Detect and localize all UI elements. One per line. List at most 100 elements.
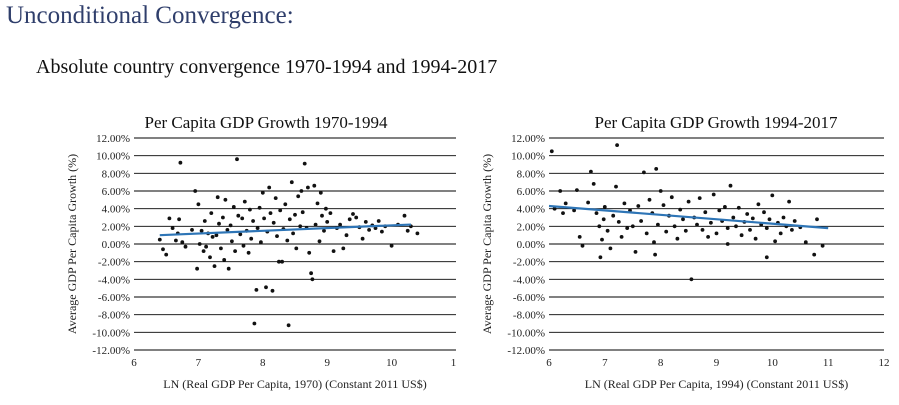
data-point [225, 228, 230, 232]
data-point [285, 238, 290, 243]
y-tick-label: 2.00% [102, 221, 130, 233]
data-point [230, 239, 234, 244]
data-point [347, 217, 352, 222]
data-point [259, 240, 263, 245]
data-point [717, 208, 722, 213]
data-point [376, 219, 381, 223]
data-point [589, 169, 593, 174]
data-point [193, 189, 198, 193]
data-point [672, 224, 677, 229]
data-point [309, 271, 313, 276]
data-point [552, 206, 557, 211]
data-point [331, 249, 336, 254]
data-point [233, 249, 238, 254]
x-axis-label: LN (Real GDP Per Capita, 1970) (Constant… [163, 377, 426, 391]
data-point [242, 199, 247, 204]
data-point [706, 235, 710, 239]
data-point [312, 183, 317, 188]
data-point [324, 206, 328, 211]
data-point [341, 246, 346, 251]
data-point [315, 201, 320, 206]
x-axis-label: LN (Real GDP Per Capita, 1994) (Constant… [585, 377, 848, 391]
data-point [591, 182, 596, 186]
data-point [199, 228, 204, 233]
data-point [325, 220, 330, 224]
data-point [644, 231, 649, 236]
x-tick-label: 11 [823, 357, 834, 369]
data-point [174, 238, 178, 243]
x-tick-label: 6 [546, 357, 552, 369]
data-point [238, 232, 243, 237]
data-point [302, 161, 307, 166]
data-point [586, 200, 590, 205]
data-point [338, 222, 342, 227]
data-point [681, 217, 685, 222]
x-tick-label: 9 [324, 357, 330, 369]
data-point [367, 228, 371, 232]
data-point [268, 211, 273, 215]
data-point [157, 237, 162, 242]
data-point [164, 252, 169, 257]
data-point [736, 205, 741, 210]
data-point [306, 185, 310, 190]
data-point [278, 208, 283, 213]
data-point [287, 217, 292, 222]
data-point [594, 211, 599, 215]
data-point [714, 231, 719, 236]
x-tick-label: 12 [879, 357, 890, 369]
data-point [317, 239, 322, 244]
data-point [351, 212, 355, 216]
y-tick-label: 12.00% [96, 133, 130, 145]
data-point [318, 190, 323, 195]
y-axis-label: Average GDP Per Capita Growth (%) [65, 154, 79, 334]
y-tick-label: 8.00% [517, 168, 545, 180]
x-tick-label: 8 [260, 357, 266, 369]
data-point [577, 235, 582, 239]
data-point [633, 250, 638, 254]
data-point [202, 219, 207, 223]
data-point [608, 246, 613, 251]
data-point [689, 277, 694, 282]
data-point [221, 215, 225, 220]
data-point [405, 228, 410, 233]
data-point [223, 197, 228, 202]
y-tick-label: 6.00% [102, 186, 130, 198]
data-point [252, 321, 257, 326]
data-point [222, 258, 227, 262]
data-point [210, 235, 215, 239]
data-point [803, 240, 808, 245]
data-point [652, 240, 656, 245]
data-point [639, 219, 643, 223]
data-point [291, 231, 295, 236]
data-point [614, 184, 618, 189]
data-point [636, 204, 641, 208]
data-point [204, 244, 209, 249]
data-point [773, 239, 777, 244]
data-point [630, 224, 635, 229]
data-point [561, 211, 565, 215]
data-point [264, 285, 268, 290]
data-point [161, 247, 165, 252]
data-point [563, 201, 568, 206]
data-point [209, 211, 214, 215]
data-point [177, 217, 182, 222]
data-point [267, 185, 272, 190]
data-point [360, 236, 365, 241]
data-point [212, 264, 217, 268]
data-point [723, 205, 727, 209]
y-tick-label: -4.00% [98, 274, 130, 286]
y-tick-label: 0.00% [517, 239, 545, 251]
data-point [246, 250, 251, 255]
data-point [196, 202, 201, 207]
data-point [812, 252, 817, 257]
x-tick-label: 7 [602, 357, 608, 369]
data-point [322, 228, 326, 233]
data-point [262, 216, 266, 221]
data-point [254, 288, 259, 292]
x-tick-label: 8 [658, 357, 664, 369]
data-point [231, 205, 236, 209]
data-point [320, 213, 324, 218]
y-tick-label: 4.00% [102, 204, 130, 216]
y-tick-label: -2.00% [98, 257, 130, 269]
data-point [787, 199, 791, 204]
